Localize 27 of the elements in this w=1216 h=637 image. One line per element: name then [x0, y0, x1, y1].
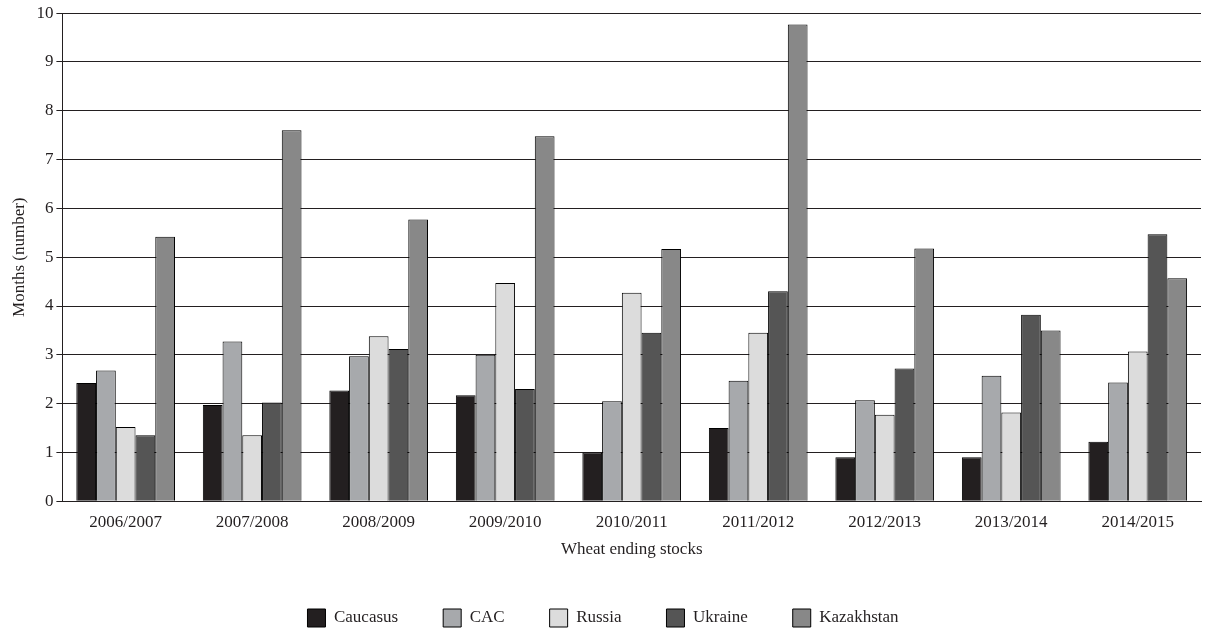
legend-label: Kazakhstan: [819, 607, 900, 627]
legend-label: Ukraine: [692, 607, 748, 627]
y-tick-label: 4: [44, 295, 54, 315]
legend-label: CAC: [469, 607, 505, 627]
y-tick-label: 9: [44, 51, 54, 71]
legend-label: Caucasus: [333, 607, 399, 627]
x-tick-label: 2007/2008: [215, 511, 289, 531]
x-tick-label: 2006/2007: [89, 511, 163, 531]
x-tick-label: 2010/2011: [595, 511, 668, 531]
legend-label: Russia: [576, 607, 622, 627]
y-tick-label: 3: [44, 344, 54, 364]
y-tick-label: 0: [44, 490, 54, 510]
y-tick-label: 5: [44, 246, 54, 266]
y-axis-title: Months (number): [8, 197, 28, 317]
x-tick-label: 2009/2010: [468, 511, 542, 531]
x-tick-label: 2013/2014: [974, 511, 1049, 531]
x-tick-label: 2012/2013: [848, 511, 922, 531]
x-tick-label: 2011/2012: [722, 511, 795, 531]
y-tick-label: 8: [44, 100, 54, 120]
y-tick-label: 10: [36, 2, 54, 22]
x-tick-label: 2008/2009: [342, 511, 416, 531]
y-tick-label: 6: [44, 197, 54, 217]
y-tick-label: 2: [44, 393, 54, 413]
y-tick-label: 1: [44, 441, 54, 461]
x-axis-title: Wheat ending stocks: [560, 539, 703, 559]
x-tick-label: 2014/2015: [1101, 511, 1175, 531]
y-tick-label: 7: [44, 149, 54, 169]
